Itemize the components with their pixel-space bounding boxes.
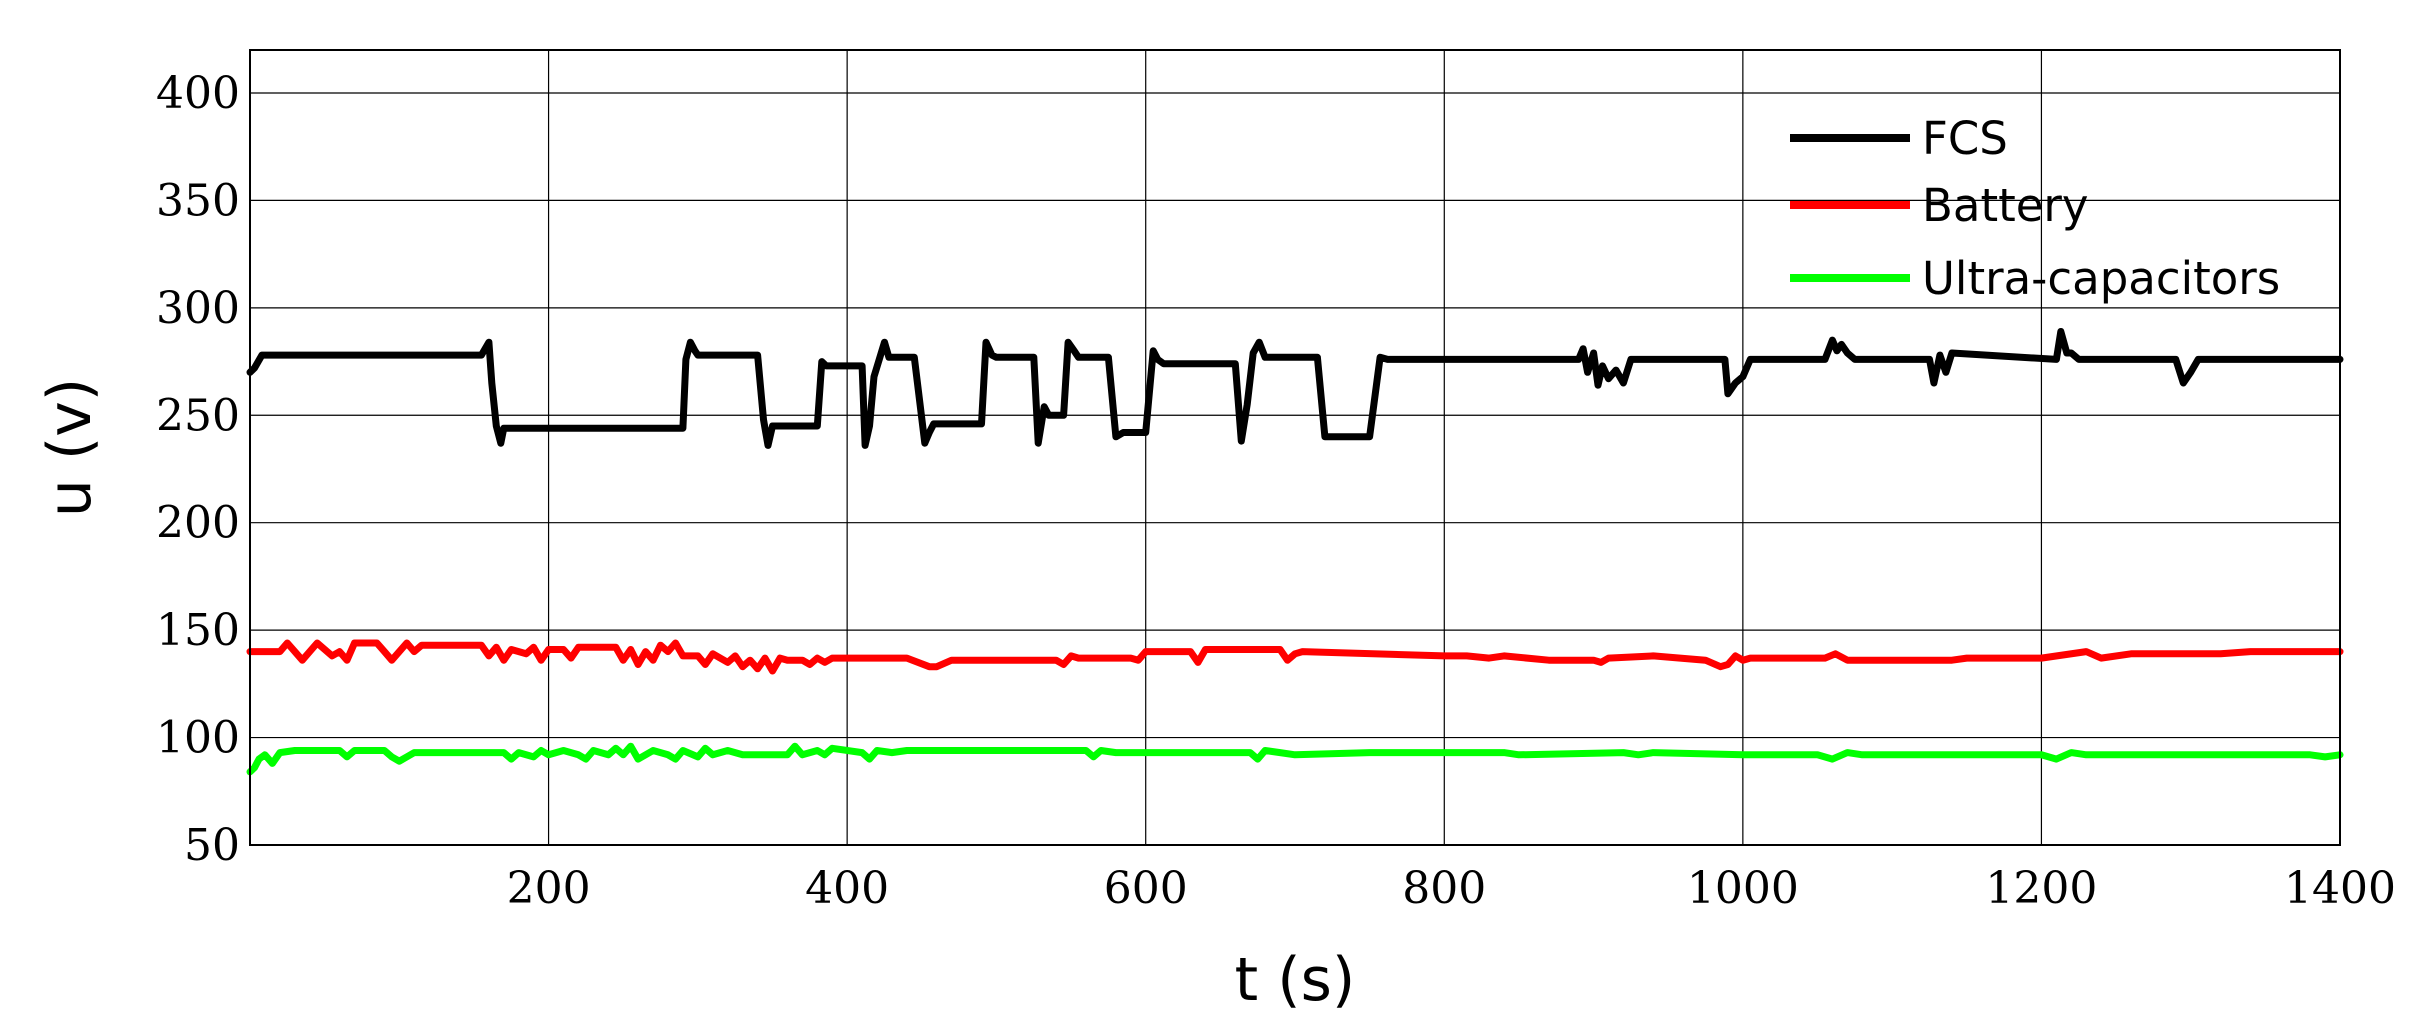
series-line-ultra-capacitors [246,742,2344,776]
series-lines [246,328,2344,776]
y-tick-label: 350 [156,175,240,226]
legend-label-ultra-capacitors: Ultra-capacitors [1922,252,2280,305]
y-tick-label: 250 [156,390,240,441]
y-tick-label: 100 [156,713,240,764]
x-tick-label: 1200 [1985,863,2097,914]
x-tick-label: 800 [1402,863,1486,914]
x-tick-label: 1000 [1687,863,1799,914]
legend-label-battery: Battery [1922,179,2089,232]
legend-label-fcs: FCS [1922,112,2008,165]
series-line-battery [246,639,2344,675]
legend: FCS Battery Ultra-capacitors [1790,112,2280,305]
x-tick-label: 400 [805,863,889,914]
x-tick-label: 600 [1104,863,1188,914]
y-tick-label: 50 [184,820,240,871]
y-tick-label: 200 [156,498,240,549]
y-axis-label: u (v) [35,378,105,517]
x-tick-label: 200 [507,863,591,914]
grid [250,50,2341,846]
y-tick-label: 300 [156,283,240,334]
y-tick-label: 150 [156,605,240,656]
y-tick-label: 400 [156,68,240,119]
plot-frame [249,49,2341,846]
series-line-fcs [246,328,2344,449]
x-axis-label: t (s) [1235,945,1356,1015]
x-tick-label: 1400 [2284,863,2396,914]
tick-labels: 200 400 600 800 1000 1200 1400 50 100 150 200 250 30… [156,68,2396,914]
